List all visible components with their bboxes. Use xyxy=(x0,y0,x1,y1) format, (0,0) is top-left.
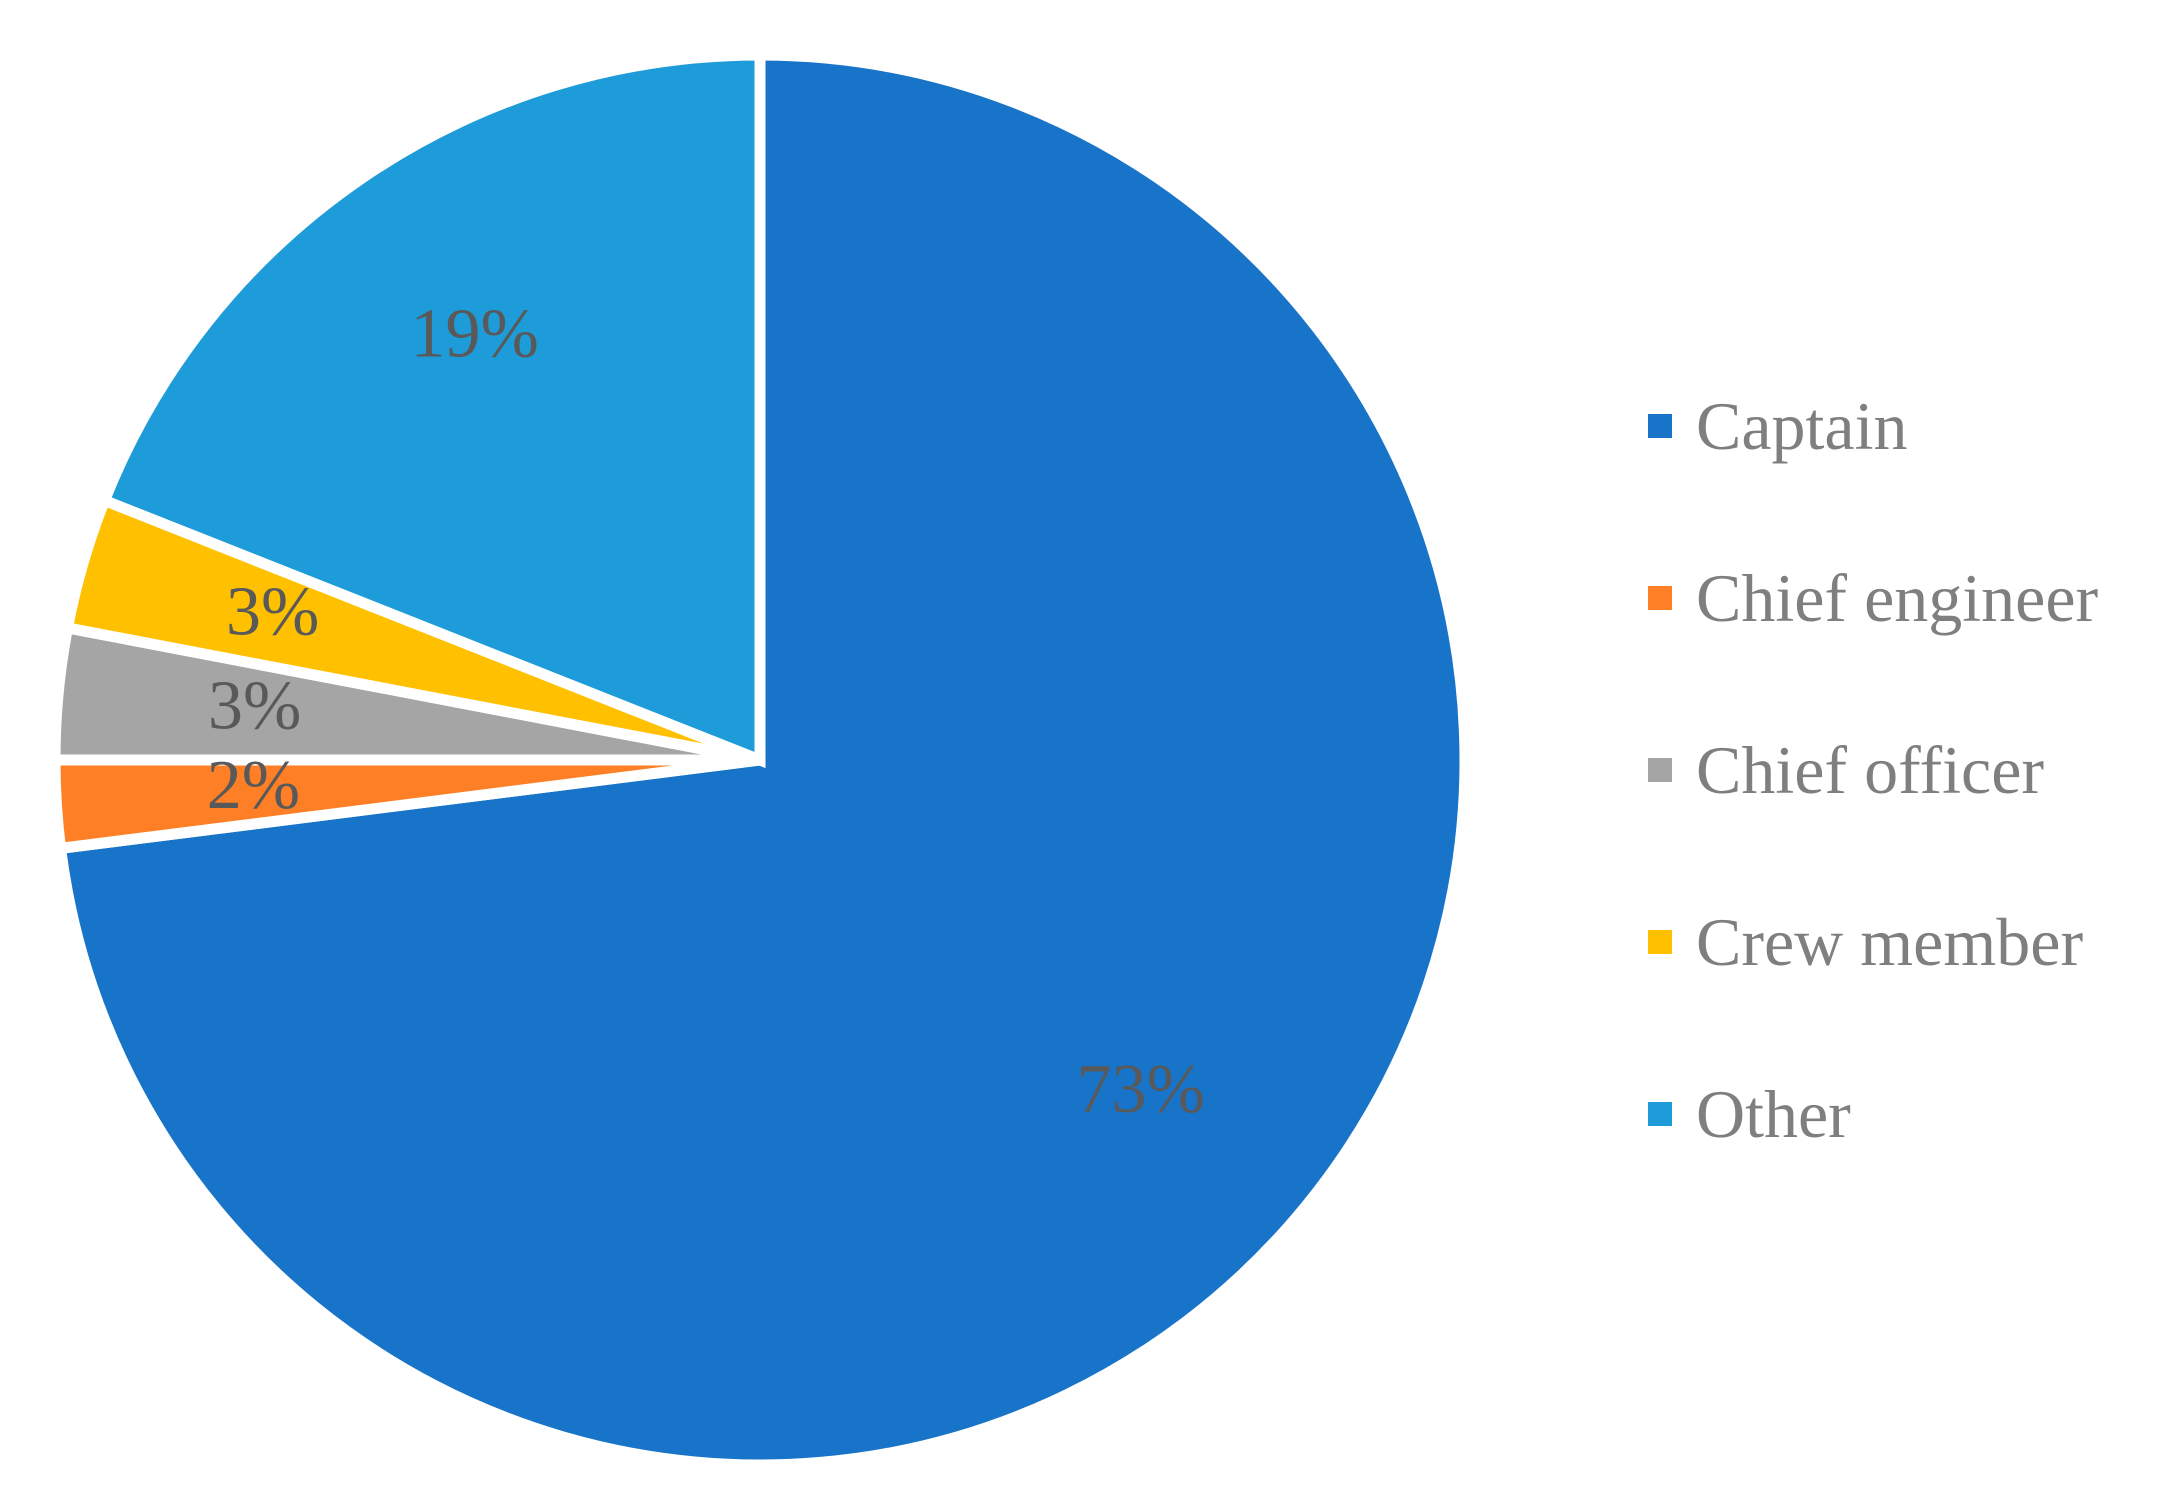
legend: Captain Chief engineer Chief officer Crew m… xyxy=(1648,340,2168,1200)
legend-item-chief-engineer: Chief engineer xyxy=(1648,512,2168,684)
data-label-other: 19% xyxy=(411,295,539,372)
legend-label-other: Other xyxy=(1696,1075,1851,1152)
pie-slice-other xyxy=(97,49,766,769)
legend-item-crew-member: Crew member xyxy=(1648,856,2168,1028)
legend-item-captain: Captain xyxy=(1648,340,2168,512)
legend-item-other: Other xyxy=(1648,1028,2168,1200)
legend-label-chief-officer: Chief officer xyxy=(1696,731,2045,808)
data-label-chief-engineer: 2% xyxy=(207,747,300,824)
legend-swatch-chief-officer xyxy=(1648,758,1672,782)
data-label-captain: 73% xyxy=(1077,1051,1205,1128)
legend-item-chief-officer: Chief officer xyxy=(1648,684,2168,856)
legend-swatch-chief-engineer xyxy=(1648,586,1672,610)
data-label-crew-member: 3% xyxy=(226,573,319,650)
data-label-chief-officer: 3% xyxy=(208,667,301,744)
pie-slices xyxy=(49,49,1471,1471)
legend-label-crew-member: Crew member xyxy=(1696,903,2084,980)
legend-swatch-other xyxy=(1648,1102,1672,1126)
legend-swatch-captain xyxy=(1648,414,1672,438)
legend-label-captain: Captain xyxy=(1696,387,1908,464)
legend-label-chief-engineer: Chief engineer xyxy=(1696,559,2099,636)
legend-swatch-crew-member xyxy=(1648,930,1672,954)
pie-data-labels: 73%2%3%3%19% xyxy=(207,295,1205,1127)
